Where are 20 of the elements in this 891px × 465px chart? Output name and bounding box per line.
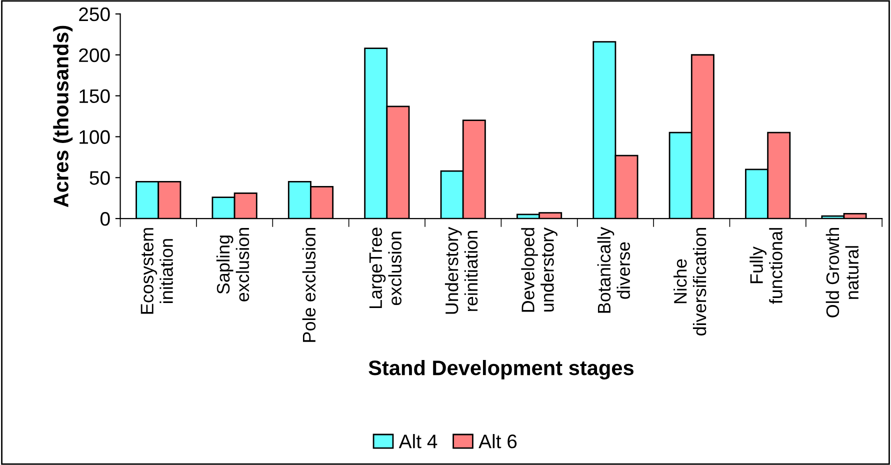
x-tick-label: Botanically diverse: [597, 226, 630, 313]
x-tick-label: Sapling exclusion: [216, 228, 250, 302]
y-tick-label: 150: [80, 89, 110, 104]
x-tick-label: Old Growth natural: [826, 228, 859, 318]
y-tick-label: 50: [90, 171, 110, 185]
x-tick-label: Niche diversification: [674, 228, 706, 336]
y-tick-label: 250: [79, 7, 110, 22]
x-tick-label: Pole exclusion: [302, 228, 316, 342]
y-tick-label: 100: [80, 130, 110, 144]
x-tick-label: Understory reinitiation: [444, 226, 478, 314]
y-tick-label: 0: [100, 212, 110, 226]
y-axis-title: Acres (thousands): [53, 26, 73, 208]
x-tick-label: LargeTree exclusion: [369, 228, 402, 308]
legend-label: Alt 6: [478, 434, 517, 448]
y-tick-label: 200: [79, 48, 110, 62]
legend-label: Alt 4: [398, 434, 438, 448]
x-tick-label: Developed understory: [521, 227, 558, 312]
x-axis-title: Stand Development stages: [368, 360, 634, 380]
x-tick-label: Fully functional: [750, 228, 782, 304]
x-tick-label: Ecosystem initiation: [140, 228, 173, 314]
